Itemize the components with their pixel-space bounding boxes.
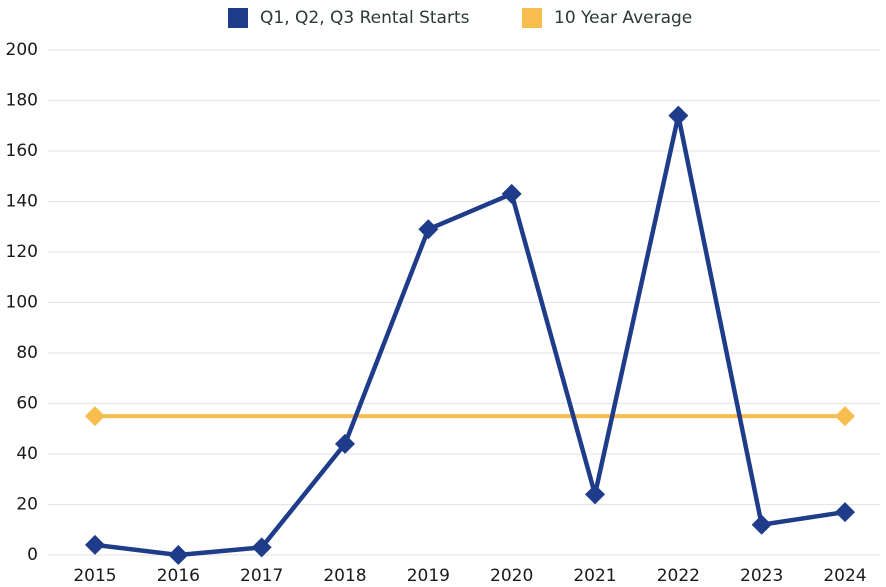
series-line xyxy=(94,113,846,558)
marker xyxy=(85,534,105,555)
x-tick-label: 2015 xyxy=(73,566,116,586)
x-tick-label: 2024 xyxy=(823,566,866,586)
legend-swatch xyxy=(228,8,248,28)
y-tick-label: 100 xyxy=(6,293,38,313)
marker xyxy=(418,219,439,240)
marker xyxy=(168,545,189,565)
y-tick-label: 60 xyxy=(16,394,38,414)
y-tick-label: 80 xyxy=(16,343,38,363)
y-tick-label: 180 xyxy=(6,91,38,111)
marker xyxy=(668,105,689,126)
y-tick-label: 120 xyxy=(6,242,38,262)
y-tick-label: 0 xyxy=(27,545,38,565)
marker xyxy=(835,502,855,523)
x-tick-label: 2021 xyxy=(573,566,616,586)
x-tick-label: 2023 xyxy=(740,566,783,586)
marker xyxy=(751,514,772,535)
x-tick-label: 2020 xyxy=(490,566,533,586)
marker xyxy=(251,537,272,558)
x-tick-label: 2017 xyxy=(240,566,283,586)
y-tick-label: 20 xyxy=(16,495,38,515)
legend-label: 10 Year Average xyxy=(554,8,692,28)
x-tick-label: 2022 xyxy=(657,566,700,586)
marker xyxy=(501,183,522,204)
marker xyxy=(585,484,605,505)
legend-label: Q1, Q2, Q3 Rental Starts xyxy=(260,8,470,28)
y-tick-label: 40 xyxy=(16,444,38,464)
x-tick-label: 2016 xyxy=(157,566,200,586)
marker xyxy=(85,406,105,427)
x-tick-label: 2019 xyxy=(407,566,450,586)
legend-swatch xyxy=(522,8,542,28)
y-tick-label: 200 xyxy=(6,40,38,60)
y-tick-label: 160 xyxy=(6,141,38,161)
marker xyxy=(335,433,355,454)
y-tick-label: 140 xyxy=(6,192,38,212)
x-tick-label: 2018 xyxy=(323,566,366,586)
marker xyxy=(835,406,855,427)
